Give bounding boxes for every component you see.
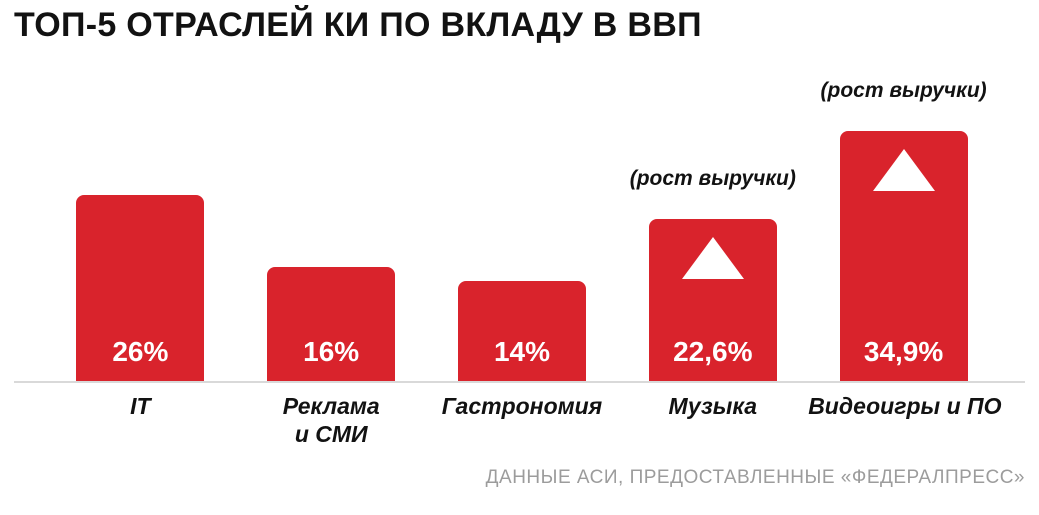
bar-column: (рост выручки) 22,6% Музыка [617,0,808,419]
bar-column: (рост выручки) 34,9% Видеоигры и ПО [808,0,1001,419]
bar: 26% [76,195,205,381]
bar-category-label: Музыка [668,393,758,419]
x-axis-line [14,381,1025,383]
bar-value-label: 26% [112,336,169,367]
growth-annotation: (рост выручки) [820,79,987,103]
bar-column: 26% IT [45,0,236,419]
bar-value-label: 22,6% [673,336,753,367]
growth-arrow-icon [681,237,744,280]
bar-category-label: Реклама и СМИ [282,393,380,447]
bar: 34,9% [839,131,968,381]
bar-value-label: 34,9% [863,336,944,367]
bar-column: 14% Гастрономия [427,0,618,419]
source-caption: ДАННЫЕ АСИ, ПРЕДОСТАВЛЕННЫЕ «ФЕДЕРАЛПРЕС… [485,467,1025,488]
chart-title: ТОП-5 ОТРАСЛЕЙ КИ ПО ВКЛАДУ В ВВП [14,6,702,44]
bar-category-label: Видеоигры и ПО [808,393,1002,419]
bar-column: 16% Реклама и СМИ [236,0,427,447]
bar: 16% [267,266,396,381]
growth-annotation: (рост выручки) [629,167,796,191]
bar-value-label: 14% [493,336,550,367]
bar-category-label: IT [130,393,151,419]
bar: 14% [457,280,586,381]
plot-area: 26% IT 16% Реклама и СМИ 14% Гастрономия (рост… [45,0,1001,447]
bar-value-label: 16% [303,336,360,367]
growth-arrow-icon [872,149,935,192]
bar-category-label: Гастрономия [441,393,603,419]
bar: 22,6% [648,219,777,381]
